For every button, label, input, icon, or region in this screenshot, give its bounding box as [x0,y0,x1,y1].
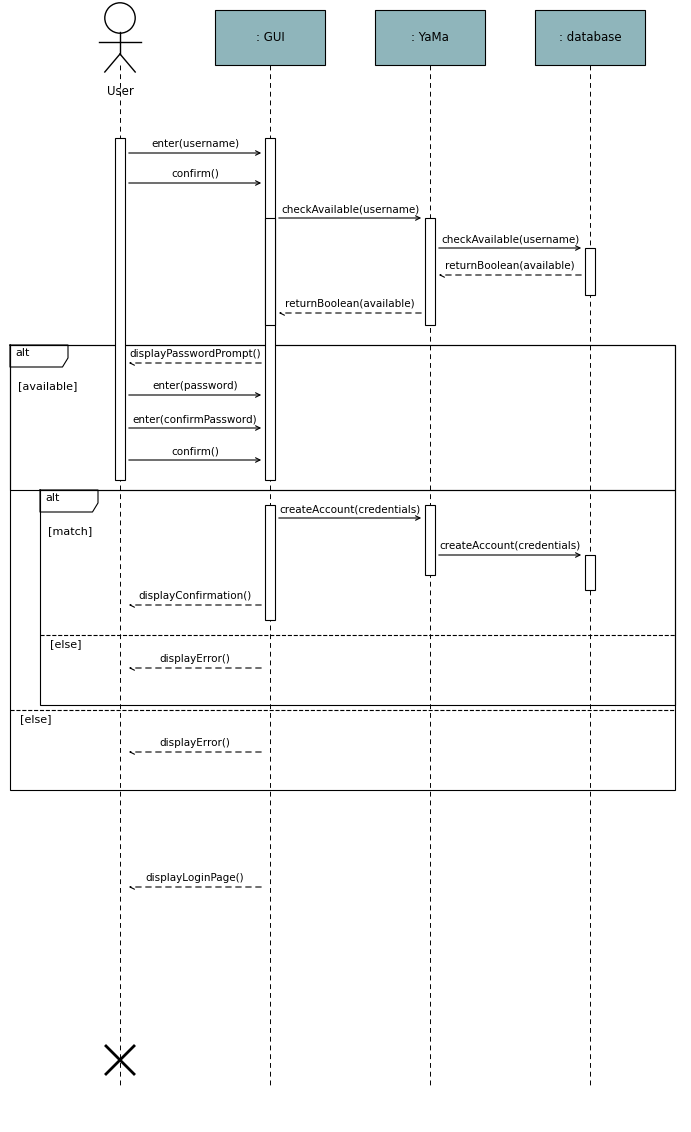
Text: [match]: [match] [48,526,93,537]
Bar [535,10,645,65]
Text: checkAvailable(username): checkAvailable(username) [441,234,579,245]
Bar [10,345,675,490]
Text: User: User [106,85,133,98]
Bar [375,10,485,65]
Text: displayError(): displayError() [160,738,230,748]
Bar [585,248,595,295]
Text: confirm(): confirm() [171,169,219,179]
Text: displayLoginPage(): displayLoginPage() [146,873,245,883]
Text: alt: alt [15,349,30,359]
Text: returnBoolean(available): returnBoolean(available) [285,299,415,309]
Bar [40,490,675,705]
Text: displayError(): displayError() [160,654,230,664]
Bar [425,505,435,575]
Bar [115,138,125,480]
Text: checkAvailable(username): checkAvailable(username) [281,204,419,214]
Text: : YaMa: : YaMa [411,31,449,44]
Bar [425,218,435,325]
Text: displayPasswordPrompt(): displayPasswordPrompt() [129,349,261,359]
Text: [else]: [else] [50,640,82,650]
Text: createAccount(credentials): createAccount(credentials) [279,504,421,514]
Bar [10,345,675,790]
Bar [265,505,275,620]
Text: returnBoolean(available): returnBoolean(available) [445,261,575,271]
Text: : database: : database [559,31,621,44]
Text: [available]: [available] [18,381,77,392]
Text: [else]: [else] [20,714,52,724]
Text: enter(password): enter(password) [152,381,238,391]
Bar [585,555,595,590]
Text: confirm(): confirm() [171,446,219,456]
Bar [215,10,325,65]
Text: createAccount(credentials): createAccount(credentials) [439,541,580,551]
Text: alt: alt [46,494,60,504]
Text: displayConfirmation(): displayConfirmation() [138,591,252,601]
Bar [265,218,275,325]
Text: enter(username): enter(username) [151,139,239,149]
Text: : GUI: : GUI [256,31,285,44]
Bar [265,138,275,480]
Text: enter(confirmPassword): enter(confirmPassword) [133,414,257,424]
